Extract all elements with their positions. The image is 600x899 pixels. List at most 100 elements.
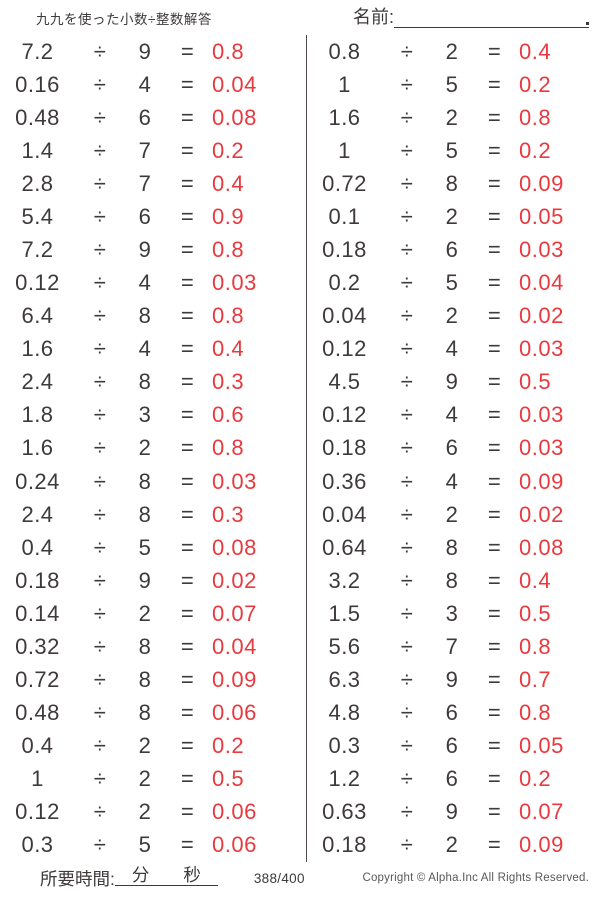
divisor: 2 <box>138 766 152 792</box>
divide-sign: ÷ <box>93 303 107 329</box>
dividend: 3.2 <box>328 567 361 593</box>
dividend: 0.04 <box>322 303 367 329</box>
dividend: 0.18 <box>322 237 367 262</box>
problem-row: 1.2 ÷ 6 = 0.2 <box>307 763 600 796</box>
divisor: 8 <box>138 700 152 726</box>
equals-sign: = <box>180 104 195 130</box>
dividend: 5.6 <box>328 633 361 659</box>
dividend: 0.04 <box>322 501 367 527</box>
equals-sign: = <box>180 468 195 494</box>
answer: 0.03 <box>212 468 257 494</box>
equals-sign: = <box>180 303 195 329</box>
problem-row: 0.1 ÷ 2 = 0.05 <box>307 200 600 233</box>
divide-sign: ÷ <box>400 435 414 461</box>
divisor: 4 <box>445 402 459 428</box>
equals-sign: = <box>180 203 195 229</box>
time-input-line[interactable]: 分 秒 <box>114 864 218 886</box>
problem-row: 0.63 ÷ 9 = 0.07 <box>307 796 600 829</box>
divide-sign: ÷ <box>400 71 414 97</box>
divisor: 2 <box>138 435 152 461</box>
problem-row: 6.3 ÷ 9 = 0.7 <box>307 663 600 696</box>
problem-row: 4.8 ÷ 6 = 0.8 <box>307 697 600 730</box>
divide-sign: ÷ <box>93 600 107 626</box>
divisor: 6 <box>445 435 459 461</box>
problem-row: 2.4 ÷ 8 = 0.3 <box>0 366 306 399</box>
dividend: 0.12 <box>15 270 60 296</box>
answer: 0.07 <box>212 600 257 626</box>
answer: 0.8 <box>519 700 552 726</box>
problem-row: 0.18 ÷ 9 = 0.02 <box>0 564 306 597</box>
divisor: 9 <box>445 667 459 693</box>
divide-sign: ÷ <box>400 270 414 296</box>
answer: 0.8 <box>212 435 245 461</box>
name-input-line[interactable] <box>394 6 589 28</box>
dividend: 0.4 <box>21 733 54 759</box>
divide-sign: ÷ <box>93 832 107 858</box>
seconds-unit-label: 秒 <box>183 865 201 885</box>
divisor: 2 <box>138 733 152 759</box>
dividend: 7.2 <box>21 237 54 262</box>
problem-row: 0.3 ÷ 6 = 0.05 <box>307 730 600 763</box>
problem-row: 0.04 ÷ 2 = 0.02 <box>307 498 600 531</box>
dividend: 0.3 <box>21 832 54 858</box>
divisor: 8 <box>138 501 152 527</box>
problem-row: 0.48 ÷ 6 = 0.08 <box>0 101 306 134</box>
problem-row: 0.4 ÷ 5 = 0.08 <box>0 531 306 564</box>
divisor: 7 <box>138 137 152 163</box>
divisor: 9 <box>445 799 459 825</box>
dividend: 0.24 <box>15 468 60 494</box>
dividend: 4.8 <box>328 700 361 726</box>
dividend: 0.14 <box>15 600 60 626</box>
problem-row: 0.12 ÷ 4 = 0.03 <box>307 399 600 432</box>
equals-sign: = <box>487 766 502 792</box>
divide-sign: ÷ <box>93 667 107 693</box>
divide-sign: ÷ <box>400 667 414 693</box>
answer: 0.09 <box>519 832 564 858</box>
answer: 0.6 <box>212 402 245 428</box>
divisor: 5 <box>445 270 459 296</box>
dividend: 0.12 <box>322 402 367 428</box>
dividend: 0.12 <box>322 336 367 362</box>
minutes-unit-label: 分 <box>131 865 150 885</box>
answer: 0.03 <box>519 237 564 262</box>
dividend: 0.18 <box>322 435 367 461</box>
answer: 0.2 <box>519 137 552 163</box>
divisor: 2 <box>445 104 459 130</box>
divide-sign: ÷ <box>93 38 107 64</box>
equals-sign: = <box>180 137 195 163</box>
problem-row: 0.64 ÷ 8 = 0.08 <box>307 531 600 564</box>
dividend: 6.3 <box>328 667 361 693</box>
divisor: 2 <box>445 501 459 527</box>
divide-sign: ÷ <box>400 170 414 196</box>
copyright-text: Copyright © Alpha.Inc All Rights Reserve… <box>362 872 589 884</box>
divide-sign: ÷ <box>93 203 107 229</box>
divide-sign: ÷ <box>93 137 107 163</box>
answer: 0.4 <box>519 567 552 593</box>
equals-sign: = <box>487 435 502 461</box>
problem-row: 0.48 ÷ 8 = 0.06 <box>0 697 306 730</box>
dividend: 0.36 <box>322 468 367 494</box>
problem-row: 5.4 ÷ 6 = 0.9 <box>0 200 306 233</box>
answer: 0.02 <box>212 567 257 593</box>
dividend: 1 <box>338 137 351 163</box>
equals-sign: = <box>487 137 502 163</box>
problem-row: 1.6 ÷ 4 = 0.4 <box>0 333 306 366</box>
divide-sign: ÷ <box>400 799 414 825</box>
equals-sign: = <box>180 733 195 759</box>
divisor: 2 <box>445 203 459 229</box>
equals-sign: = <box>180 71 195 97</box>
divide-sign: ÷ <box>400 203 414 229</box>
equals-sign: = <box>487 600 502 626</box>
equals-sign: = <box>487 567 502 593</box>
problem-row: 5.6 ÷ 7 = 0.8 <box>307 630 600 663</box>
answer: 0.05 <box>519 203 564 229</box>
answer: 0.9 <box>212 203 245 229</box>
dividend: 2.8 <box>21 170 54 196</box>
equals-sign: = <box>180 633 195 659</box>
equals-sign: = <box>180 170 195 196</box>
equals-sign: = <box>180 667 195 693</box>
divide-sign: ÷ <box>93 633 107 659</box>
equals-sign: = <box>487 170 502 196</box>
dividend: 6.4 <box>21 303 54 329</box>
divide-sign: ÷ <box>400 832 414 858</box>
